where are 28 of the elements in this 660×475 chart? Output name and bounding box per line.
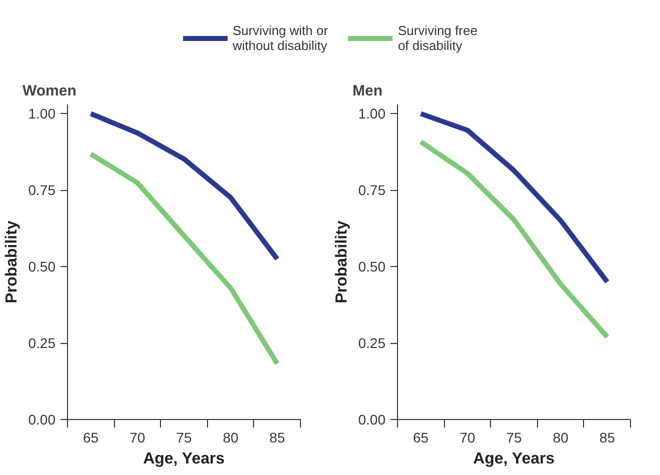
y-axis-title: Probability bbox=[3, 220, 20, 304]
x-tick-label: 70 bbox=[460, 430, 476, 446]
y-axis-title: Probability bbox=[333, 220, 350, 304]
y-tick-label: 0.25 bbox=[28, 335, 56, 352]
y-tick-label: 0.25 bbox=[358, 335, 386, 352]
legend-label: Surviving with or without disability bbox=[232, 22, 328, 52]
x-axis-title: Age, Years bbox=[473, 450, 555, 468]
y-tick-label: 0.75 bbox=[28, 182, 56, 198]
x-tick-label: 65 bbox=[413, 430, 429, 446]
y-tick-label: 1.00 bbox=[28, 106, 56, 122]
x-tick-label: 70 bbox=[130, 430, 146, 446]
x-axis-title: Age, Years bbox=[143, 450, 225, 468]
chart-title: Men bbox=[352, 82, 382, 100]
y-tick-label: 1.00 bbox=[358, 106, 386, 122]
y-tick-label: 0.50 bbox=[358, 258, 386, 275]
y-tick-label: 0.50 bbox=[28, 258, 56, 275]
legend-label: Surviving free of disability bbox=[398, 22, 478, 52]
y-tick-label: 0.00 bbox=[28, 412, 56, 428]
x-tick-label: 75 bbox=[176, 430, 192, 446]
x-tick-label: 80 bbox=[222, 430, 239, 446]
x-tick-label: 85 bbox=[599, 430, 616, 446]
y-tick-label: 0.75 bbox=[358, 182, 386, 198]
chart-title: Women bbox=[22, 82, 76, 100]
x-tick-label: 85 bbox=[269, 430, 286, 446]
x-tick-label: 80 bbox=[552, 430, 569, 446]
y-tick-label: 0.00 bbox=[358, 412, 386, 428]
x-tick-label: 65 bbox=[83, 430, 99, 446]
x-tick-label: 75 bbox=[506, 430, 522, 446]
